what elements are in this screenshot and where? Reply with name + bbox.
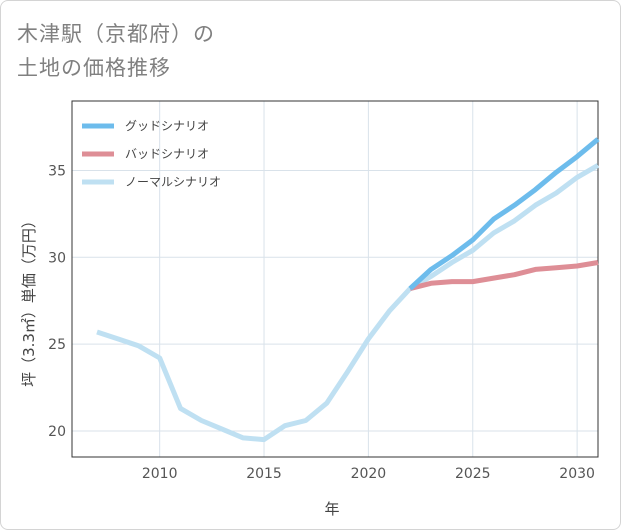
x-tick-2030: 2030 <box>559 466 595 482</box>
series-line-0 <box>408 137 600 291</box>
x-tick-2015: 2015 <box>246 466 282 482</box>
chart-title-line1: 木津駅（京都府）の <box>17 22 215 46</box>
chart-title-line2: 土地の価格推移 <box>17 56 171 80</box>
y-tick-20: 20 <box>48 424 66 440</box>
x-axis-label: 年 <box>324 500 339 518</box>
x-tick-2020: 2020 <box>351 466 387 482</box>
series-lines <box>96 137 600 443</box>
x-tick-2025: 2025 <box>455 466 491 482</box>
legend-label-2: ノーマルシナリオ <box>125 175 221 189</box>
series-line-2 <box>96 163 600 443</box>
legend-label-0: グッドシナリオ <box>125 119 209 133</box>
y-tick-30: 30 <box>48 250 66 266</box>
y-tick-35: 35 <box>48 163 66 179</box>
series-line-1 <box>409 260 599 292</box>
x-tick-2010: 2010 <box>142 466 178 482</box>
plot-border <box>71 100 599 458</box>
legend-label-1: バッドシナリオ <box>125 147 209 161</box>
y-tick-25: 25 <box>48 337 66 353</box>
chart-title: 木津駅（京都府）の 土地の価格推移 <box>17 17 215 85</box>
y-axis-label: 坪（3.3㎡）単価（万円） <box>20 213 38 387</box>
grid-lines <box>72 101 598 457</box>
